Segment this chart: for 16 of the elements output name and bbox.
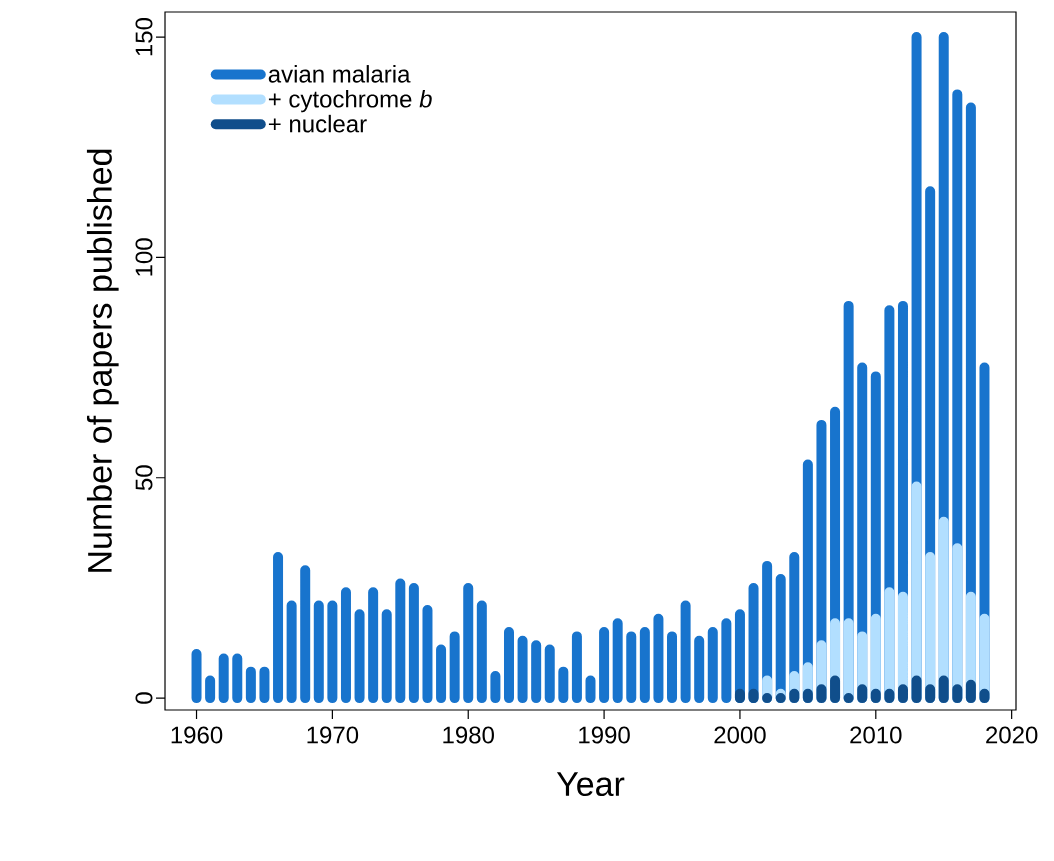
x-tick-label: 1970 [307, 726, 359, 744]
y-tick-label: 0 [135, 692, 153, 704]
y-tick-label: 50 [135, 465, 153, 491]
x-tick-label: 1980 [443, 726, 494, 744]
legend-label: + nuclear [268, 114, 367, 133]
x-tick-label: 2020 [986, 726, 1038, 744]
y-tick-label: 150 [135, 18, 153, 56]
x-tick-label: 1960 [171, 726, 223, 744]
x-tick-label: 2010 [850, 726, 902, 744]
y-tick-label: 100 [135, 238, 153, 276]
y-axis-title: Number of papers published [86, 149, 119, 572]
x-tick-label: 2000 [714, 726, 766, 744]
legend-label: avian malaria [268, 65, 411, 83]
x-tick-label: 1990 [579, 726, 630, 744]
x-axis-title: Year [556, 772, 625, 797]
legend-label: + cytochrome b [268, 89, 432, 113]
